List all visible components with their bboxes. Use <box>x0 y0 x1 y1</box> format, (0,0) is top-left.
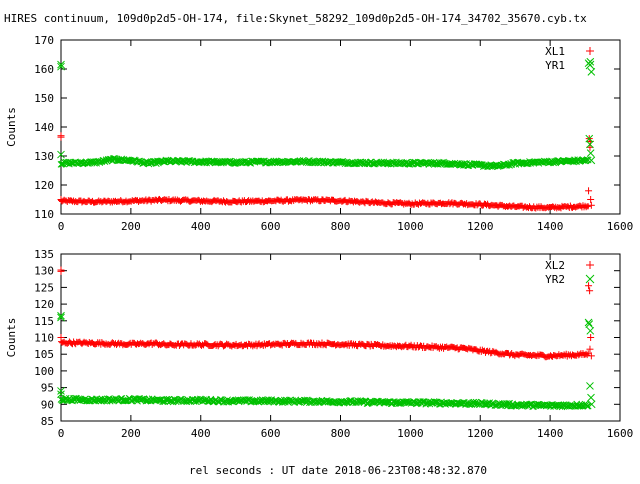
outlier-point <box>587 150 594 157</box>
legend-label: YR1 <box>545 59 565 72</box>
outlier-point <box>58 268 65 275</box>
x-tick-label: 600 <box>261 427 281 440</box>
y-tick-label: 130 <box>34 150 54 163</box>
plot-panel-1: 0 200 400 600 800 1000 1200 1400 1600 110 120 130 14… <box>5 34 633 233</box>
outlier-point <box>58 134 65 141</box>
chart-title: HIRES continuum, 109d0p2d5-OH-174, file:… <box>4 12 587 25</box>
x-tick-label: 0 <box>58 427 65 440</box>
y-tick-label: 110 <box>34 208 54 221</box>
outlier-point <box>586 287 593 294</box>
x-tick-label: 1600 <box>607 427 634 440</box>
x-tick-label: 1600 <box>607 220 634 233</box>
y-tick-label: 100 <box>34 365 54 378</box>
x-tick-label: 1000 <box>397 427 424 440</box>
x-tick-label: 0 <box>58 220 65 233</box>
y-tick-label: 105 <box>34 348 54 361</box>
y-tick-label: 140 <box>34 121 54 134</box>
x-tick-label: 1200 <box>467 220 494 233</box>
plot-frame <box>61 254 620 421</box>
y-tick-label: 135 <box>34 248 54 261</box>
y-tick-label: 95 <box>41 382 54 395</box>
y-tick-label: 160 <box>34 63 54 76</box>
y-tick-label: 120 <box>34 298 54 311</box>
legend-label: XL2 <box>545 259 565 272</box>
x-tick-label: 400 <box>191 220 211 233</box>
x-tick-label: 200 <box>121 427 141 440</box>
y-axis-label: Counts <box>5 318 18 358</box>
y-tick-label: 90 <box>41 398 54 411</box>
y-tick-label: 170 <box>34 34 54 47</box>
y-axis-label: Counts <box>5 107 18 147</box>
outlier-point <box>588 68 595 75</box>
y-tick-label: 85 <box>41 415 54 428</box>
legend-label: YR2 <box>545 273 565 286</box>
x-tick-label: 200 <box>121 220 141 233</box>
legend-marker <box>586 275 594 283</box>
outlier-point <box>585 282 592 289</box>
x-tick-label: 1200 <box>467 427 494 440</box>
y-tick-label: 115 <box>34 315 54 328</box>
series-XL1 <box>58 132 595 211</box>
x-tick-label: 1000 <box>397 220 424 233</box>
y-tick-label: 120 <box>34 179 54 192</box>
x-tick-label: 1400 <box>537 220 564 233</box>
x-axis-label: rel seconds : UT date 2018-06-23T08:48:3… <box>189 464 487 477</box>
series-YR2 <box>58 312 596 410</box>
outlier-point <box>587 327 594 334</box>
outlier-point <box>586 346 593 353</box>
series-YR1 <box>58 58 595 170</box>
x-tick-label: 1400 <box>537 427 564 440</box>
y-tick-label: 110 <box>34 332 54 345</box>
outlier-point <box>587 334 594 341</box>
y-tick-label: 150 <box>34 92 54 105</box>
outlier-point <box>587 196 594 203</box>
legend-label: XL1 <box>545 45 565 58</box>
y-tick-label: 125 <box>34 281 54 294</box>
y-tick-label: 130 <box>34 265 54 278</box>
legend-marker <box>586 261 594 269</box>
outlier-point <box>588 394 595 401</box>
x-tick-label: 800 <box>331 427 351 440</box>
legend-marker <box>586 47 594 55</box>
plot-frame <box>61 40 620 214</box>
outlier-point <box>585 187 592 194</box>
outlier-point <box>588 202 595 209</box>
series-XL2 <box>58 267 595 361</box>
plot-panel-2: 0 200 400 600 800 1000 1200 1400 1600 85 90 95 100 10… <box>5 248 633 440</box>
x-tick-label: 800 <box>331 220 351 233</box>
outlier-point <box>586 382 593 389</box>
x-tick-label: 600 <box>261 220 281 233</box>
x-tick-label: 400 <box>191 427 211 440</box>
